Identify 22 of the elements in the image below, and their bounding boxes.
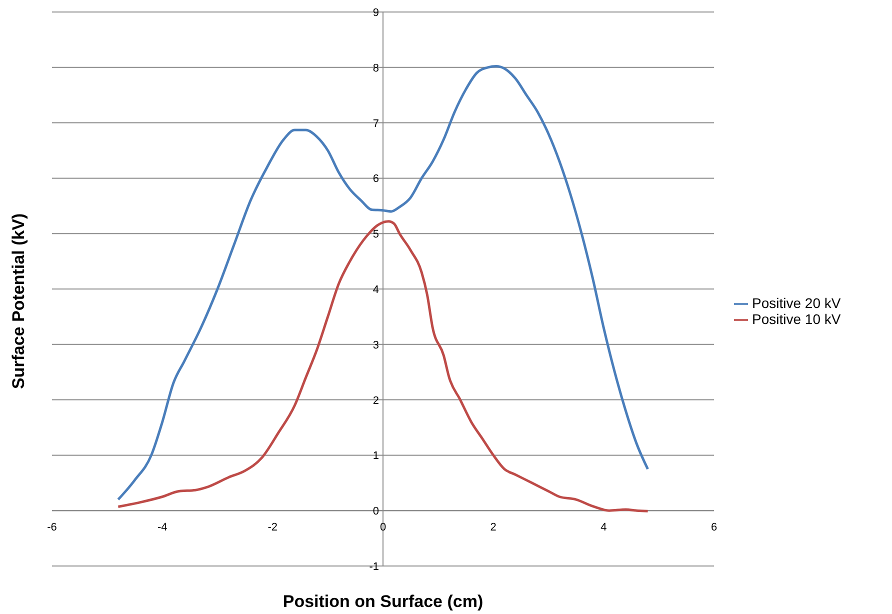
y-tick-label: 6 [372, 173, 379, 186]
y-tick-label: 7 [372, 118, 379, 130]
y-tick-label: 5 [372, 228, 379, 241]
legend-label: Positive 10 kV [752, 311, 841, 327]
x-tick-label: -2 [268, 522, 278, 534]
x-tick-label: 6 [710, 522, 718, 534]
y-axis-title: Surface Potential (kV) [9, 213, 28, 389]
y-tick-label: 9 [372, 7, 379, 19]
line-series [116, 65, 650, 501]
legend-label: Positive 20 kV [752, 294, 841, 311]
x-tick-label: -6 [47, 522, 57, 534]
x-axis-title: Position on Surface (cm) [282, 592, 484, 611]
y-tick-label: 1 [372, 450, 379, 462]
y-tick-label: 2 [372, 394, 379, 407]
x-tick-label: 4 [600, 522, 607, 534]
y-tick-label: 3 [372, 339, 379, 352]
y-tick-label: 0 [372, 506, 379, 518]
x-tick-label: -4 [157, 522, 168, 534]
y-tick-label: 4 [372, 284, 379, 296]
y-tick-label: -1 [369, 561, 379, 573]
x-tick-label: 2 [490, 522, 496, 534]
y-tick-label: 8 [372, 62, 379, 74]
